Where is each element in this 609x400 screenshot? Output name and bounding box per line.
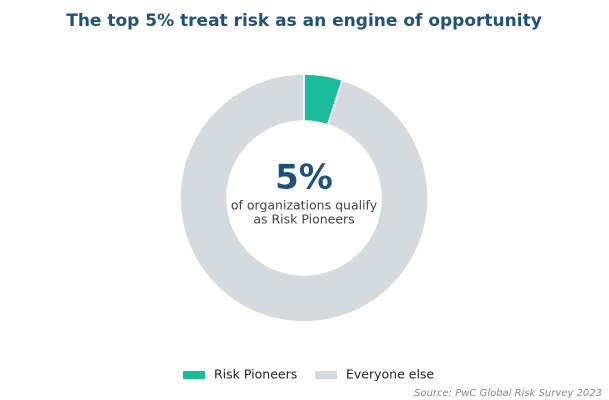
legend-label: Risk Pioneers — [214, 367, 297, 382]
center-value: 5% — [275, 158, 333, 198]
center-text: of organizations qualify — [231, 198, 378, 213]
chart-title: The top 5% treat risk as an engine of op… — [66, 11, 542, 31]
center-text: as Risk Pioneers — [253, 212, 354, 227]
legend-label: Everyone else — [346, 367, 434, 382]
legend-swatch — [315, 371, 337, 379]
source-note: Source: PwC Global Risk Survey 2023 — [414, 388, 602, 399]
donut-segment — [179, 73, 429, 323]
legend-swatch — [183, 371, 205, 379]
